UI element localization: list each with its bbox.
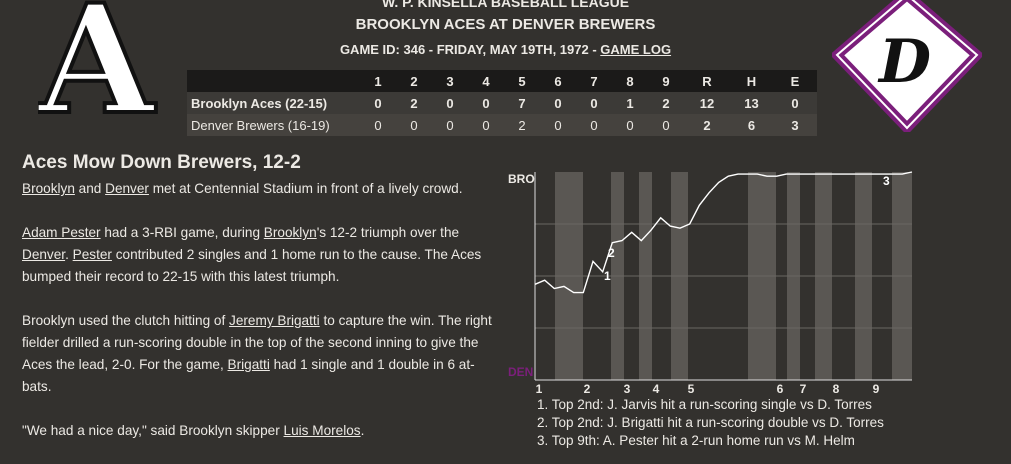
text: contributed 2 singles and 1 home run to … [22,247,482,284]
league-title: W. P. KINSELLA BASEBALL LEAGUE [381,0,630,10]
inning-score: 0 [626,117,634,133]
link[interactable]: Adam Pester [22,225,101,240]
total-cell: 0 [791,95,799,111]
inning-label: 3 [624,382,631,396]
link[interactable]: Denver [22,247,66,262]
event-note: 1. Top 2nd: J. Jarvis hit a run-scoring … [537,397,872,412]
inning-label: 8 [833,382,840,396]
logo-diamond-edge [835,0,979,130]
inning-score: 0 [590,95,598,111]
inning-score: 2 [410,95,418,111]
inning-score: 0 [482,117,490,133]
column-label: 1 [374,73,382,89]
text: . [65,247,73,262]
paragraph: Adam Pester had a 3-RBI game, during Bro… [22,222,494,288]
text: 's 12-2 triumph over the [316,225,460,240]
inning-score: 0 [446,117,454,133]
text: met at Centennial Stadium in front of a … [148,181,463,196]
inning-score: 1 [626,95,634,111]
away-logo-letter: A [38,0,157,126]
total-cell: 6 [747,117,756,133]
matchup-title: BROOKLYN ACES AT DENVER BREWERS [355,16,656,33]
link[interactable]: Luis Morelos [283,423,361,438]
linescore-row: Brooklyn Aces (22-15) 0 2 0 0 7 0 0 1 2 12 13 0 [187,92,817,114]
total-cell: 2 [703,117,711,133]
inning-label: 5 [688,382,695,396]
total-cell: 12 [699,95,715,111]
inning-score: 7 [518,95,526,111]
inning-score: 0 [554,117,562,133]
column-label: 8 [626,73,634,89]
link[interactable]: Brooklyn [22,181,75,196]
event-marker: 1 [604,269,611,283]
win-probability-line [534,171,913,294]
column-label: 9 [662,73,670,89]
column-label: R [702,73,712,89]
total-cell: 13 [744,95,759,111]
column-label: 6 [554,73,562,89]
linescore-header: 1 2 3 4 5 6 7 8 9 R H E [187,70,817,92]
game-info-text: GAME ID: 346 - FRIDAY, MAY 19TH, 1972 - [339,42,601,57]
text: . [360,423,365,438]
game-info: GAME ID: 346 - FRIDAY, MAY 19TH, 1972 - … [0,42,1011,57]
article: Aces Mow Down Brewers, 12-2 Brooklyn and… [22,152,494,464]
link[interactable]: Brooklyn [263,225,317,240]
team-name: Denver Brewers (16-19) [191,117,330,133]
linescore: 1 2 3 4 5 6 7 8 9 R H E Brooklyn Aces (22-15) 0 2 0 0 7 0 0… [187,70,817,136]
text: "We had a nice day," said Brooklyn skipp… [22,423,284,438]
inning-label: 4 [653,382,660,396]
column-label: H [746,73,757,89]
link[interactable]: Brigatti [227,357,270,372]
inning-score: 0 [374,95,382,111]
text: Brooklyn used the clutch hitting of [22,313,230,328]
paragraph: "We had a nice day," said Brooklyn skipp… [22,420,494,442]
column-label: 5 [518,73,526,89]
inning-label: 7 [800,382,807,396]
column-label: 3 [446,73,454,89]
inning-score: 2 [662,95,670,111]
column-label: 2 [410,73,418,89]
column-label: 4 [482,73,490,89]
inning-score: 0 [590,117,598,133]
inning-label: 9 [873,382,880,396]
linescore-row: Denver Brewers (16-19) 0 0 0 0 2 0 0 0 0 2 6 3 [187,114,817,136]
away-logo: A [38,0,158,126]
inning-score: 0 [410,117,418,133]
text: had a 3-RBI game, during [100,225,264,240]
inning-score: 0 [554,95,562,111]
event-marker: 3 [883,174,890,188]
link[interactable]: Jeremy Brigatti [229,313,320,328]
event-note: 3. Top 9th: A. Pester hit a 2-run home r… [537,433,855,448]
inning-score: 0 [374,117,382,133]
inning-label: 2 [584,382,591,396]
headline: Aces Mow Down Brewers, 12-2 [22,152,301,173]
event-marker: 2 [608,246,615,260]
home-logo-letter: D [877,27,931,97]
inning-score: 0 [482,95,490,111]
column-label: 7 [590,73,598,89]
inning-label: 1 [536,382,543,396]
inning-score: 0 [446,95,454,111]
game-log-link[interactable]: GAME LOG [600,42,672,57]
text: had 1 single and 1 double in 6 at-bats. [22,357,475,394]
home-logo: D [832,0,982,132]
inning-score: 0 [662,117,670,133]
text: and [74,181,106,196]
paragraph: Brooklyn and Denver met at Centennial St… [22,178,494,200]
paragraph: Brooklyn used the clutch hitting of Jere… [22,310,494,398]
link[interactable]: Denver [105,181,149,196]
total-cell: 3 [791,117,799,133]
bottom-team-label: DEN [508,365,533,379]
event-note: 2. Top 2nd: J. Brigatti hit a run-scorin… [537,415,884,430]
inning-score: 2 [518,117,526,133]
inning-label: 6 [777,382,784,396]
column-label: E [790,73,800,89]
team-name: Brooklyn Aces (22-15) [191,95,328,111]
text: to capture the win. The right fielder dr… [22,313,492,372]
top-team-label: BRO [508,172,535,186]
header-cell [187,70,360,92]
link[interactable]: Pester [72,247,112,262]
